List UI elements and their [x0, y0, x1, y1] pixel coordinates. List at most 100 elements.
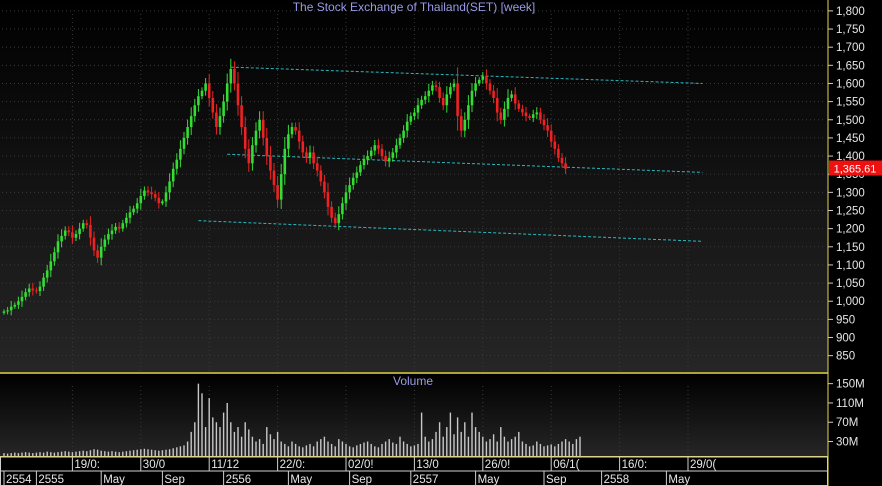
- candle-body: [377, 145, 380, 149]
- candle-body: [146, 190, 150, 193]
- candle-body: [233, 68, 236, 84]
- candle-body: [539, 112, 542, 120]
- candle-body: [20, 296, 24, 302]
- x-tick-label-date: 26/0!: [485, 459, 511, 471]
- candle-body: [186, 127, 189, 138]
- candle-body: [387, 157, 391, 162]
- y-tick-label: 1,450: [836, 133, 865, 145]
- candle-body: [373, 145, 377, 151]
- chart-title: The Stock Exchange of Thailand(SET) [wee…: [293, 0, 536, 14]
- candle-body: [351, 177, 355, 186]
- candle-body: [395, 145, 398, 153]
- y-tick-label: 1,800: [836, 6, 865, 18]
- candle-body: [384, 156, 387, 162]
- candle-body: [143, 190, 146, 196]
- candle-body: [380, 148, 384, 157]
- last-price-label-text: 1,365.61: [834, 164, 877, 176]
- candle-body: [251, 145, 254, 164]
- candle-body: [13, 304, 17, 307]
- candle-body: [560, 157, 564, 164]
- x-tick-label-period: 2555: [38, 474, 64, 486]
- candle-body: [218, 116, 222, 128]
- candle-body: [200, 90, 204, 97]
- candle-body: [265, 137, 269, 157]
- x-tick-label-date: 16/0:: [622, 459, 648, 471]
- x-tick-label-date: 06/1(: [553, 459, 579, 471]
- candle-body: [222, 101, 225, 117]
- candle-body: [110, 230, 114, 235]
- y-tick-label: 1,700: [836, 42, 865, 54]
- candle-body: [60, 235, 63, 242]
- y-tick-label: 1,150: [836, 242, 865, 254]
- candle-body: [135, 203, 139, 209]
- candle-body: [308, 152, 312, 158]
- candle-body: [56, 241, 60, 253]
- volume-tick-label: 30M: [836, 437, 858, 449]
- candle-body: [175, 159, 179, 169]
- candle-body: [53, 252, 56, 262]
- volume-tick-label: 70M: [836, 417, 858, 429]
- candle-body: [2, 311, 6, 313]
- y-tick-label: 1,750: [836, 24, 865, 36]
- candle-body: [495, 97, 499, 113]
- last-price-label-box: [829, 160, 882, 176]
- candle-body: [153, 194, 157, 198]
- candle-body: [128, 212, 132, 218]
- candle-body: [431, 85, 434, 91]
- candle-body: [341, 203, 344, 215]
- candle-body: [481, 76, 485, 80]
- x-tick-label-period: 2554: [6, 474, 32, 486]
- candle-body: [121, 223, 125, 229]
- candle-body: [193, 105, 197, 117]
- x-tick-label-period: May: [290, 474, 312, 486]
- candle-body: [398, 137, 402, 146]
- y-tick-label: 900: [836, 333, 855, 345]
- candle-body: [531, 114, 535, 118]
- candle-body: [164, 192, 168, 202]
- candle-body: [402, 130, 405, 138]
- candle-body: [344, 192, 348, 204]
- candle-body: [557, 148, 560, 158]
- x-tick-label-date: 29/0(: [690, 459, 716, 471]
- candle-body: [348, 185, 351, 193]
- candle-body: [506, 97, 510, 109]
- candle-body: [89, 225, 92, 238]
- trendline: [198, 220, 703, 242]
- candle-body: [517, 103, 521, 109]
- y-tick-label: 1,300: [836, 187, 865, 199]
- y-tick-label: 950: [836, 314, 855, 326]
- candle-body: [74, 234, 78, 238]
- candle-body: [297, 130, 301, 142]
- candle-body: [197, 96, 200, 106]
- candle-body: [366, 156, 369, 160]
- candle-body: [81, 223, 85, 229]
- candle-body: [528, 116, 531, 118]
- candle-body: [416, 105, 420, 113]
- candle-body: [240, 105, 243, 128]
- candle-body: [85, 223, 89, 226]
- candle-body: [409, 116, 413, 122]
- candle-body: [243, 127, 247, 149]
- candle-body: [236, 83, 240, 106]
- candle-body: [459, 116, 463, 131]
- trendlines: [198, 66, 703, 242]
- candle-body: [99, 246, 103, 258]
- candle-body: [290, 127, 294, 135]
- candle-body: [38, 286, 42, 292]
- candle-body: [103, 239, 107, 247]
- candle-body: [92, 237, 96, 251]
- candle-body: [225, 83, 229, 102]
- candle-body: [305, 152, 308, 158]
- candle-body: [78, 228, 81, 235]
- candle-body: [301, 141, 305, 153]
- y-tick-label: 850: [836, 351, 855, 363]
- candle-body: [319, 170, 323, 182]
- candle-body: [359, 165, 362, 173]
- candle-body: [510, 94, 513, 98]
- y-tick-label: 1,100: [836, 260, 865, 272]
- candle-body: [114, 226, 117, 231]
- candle-body: [441, 97, 445, 106]
- candle-body: [279, 174, 283, 200]
- candle-body: [521, 108, 524, 113]
- x-tick-label-period: 2558: [604, 474, 630, 486]
